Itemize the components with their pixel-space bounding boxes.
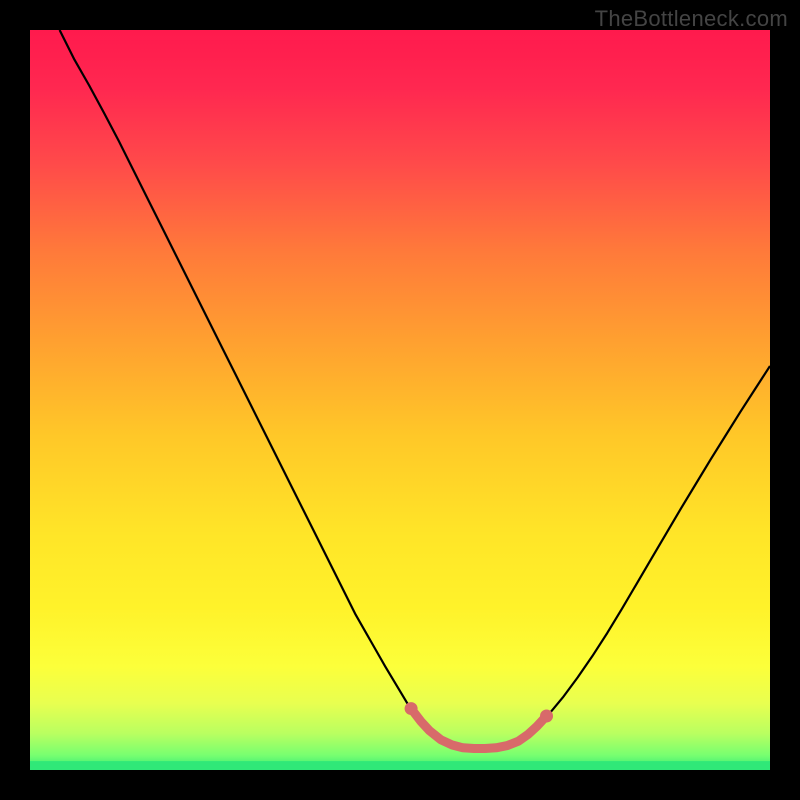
bottom-green-strip (30, 761, 770, 770)
range-marker-left (405, 702, 418, 715)
range-marker-right (540, 709, 553, 722)
watermark-text: TheBottleneck.com (595, 6, 788, 32)
gradient-background (30, 30, 770, 770)
bottleneck-curve-chart (30, 30, 770, 770)
chart-area (30, 30, 770, 770)
